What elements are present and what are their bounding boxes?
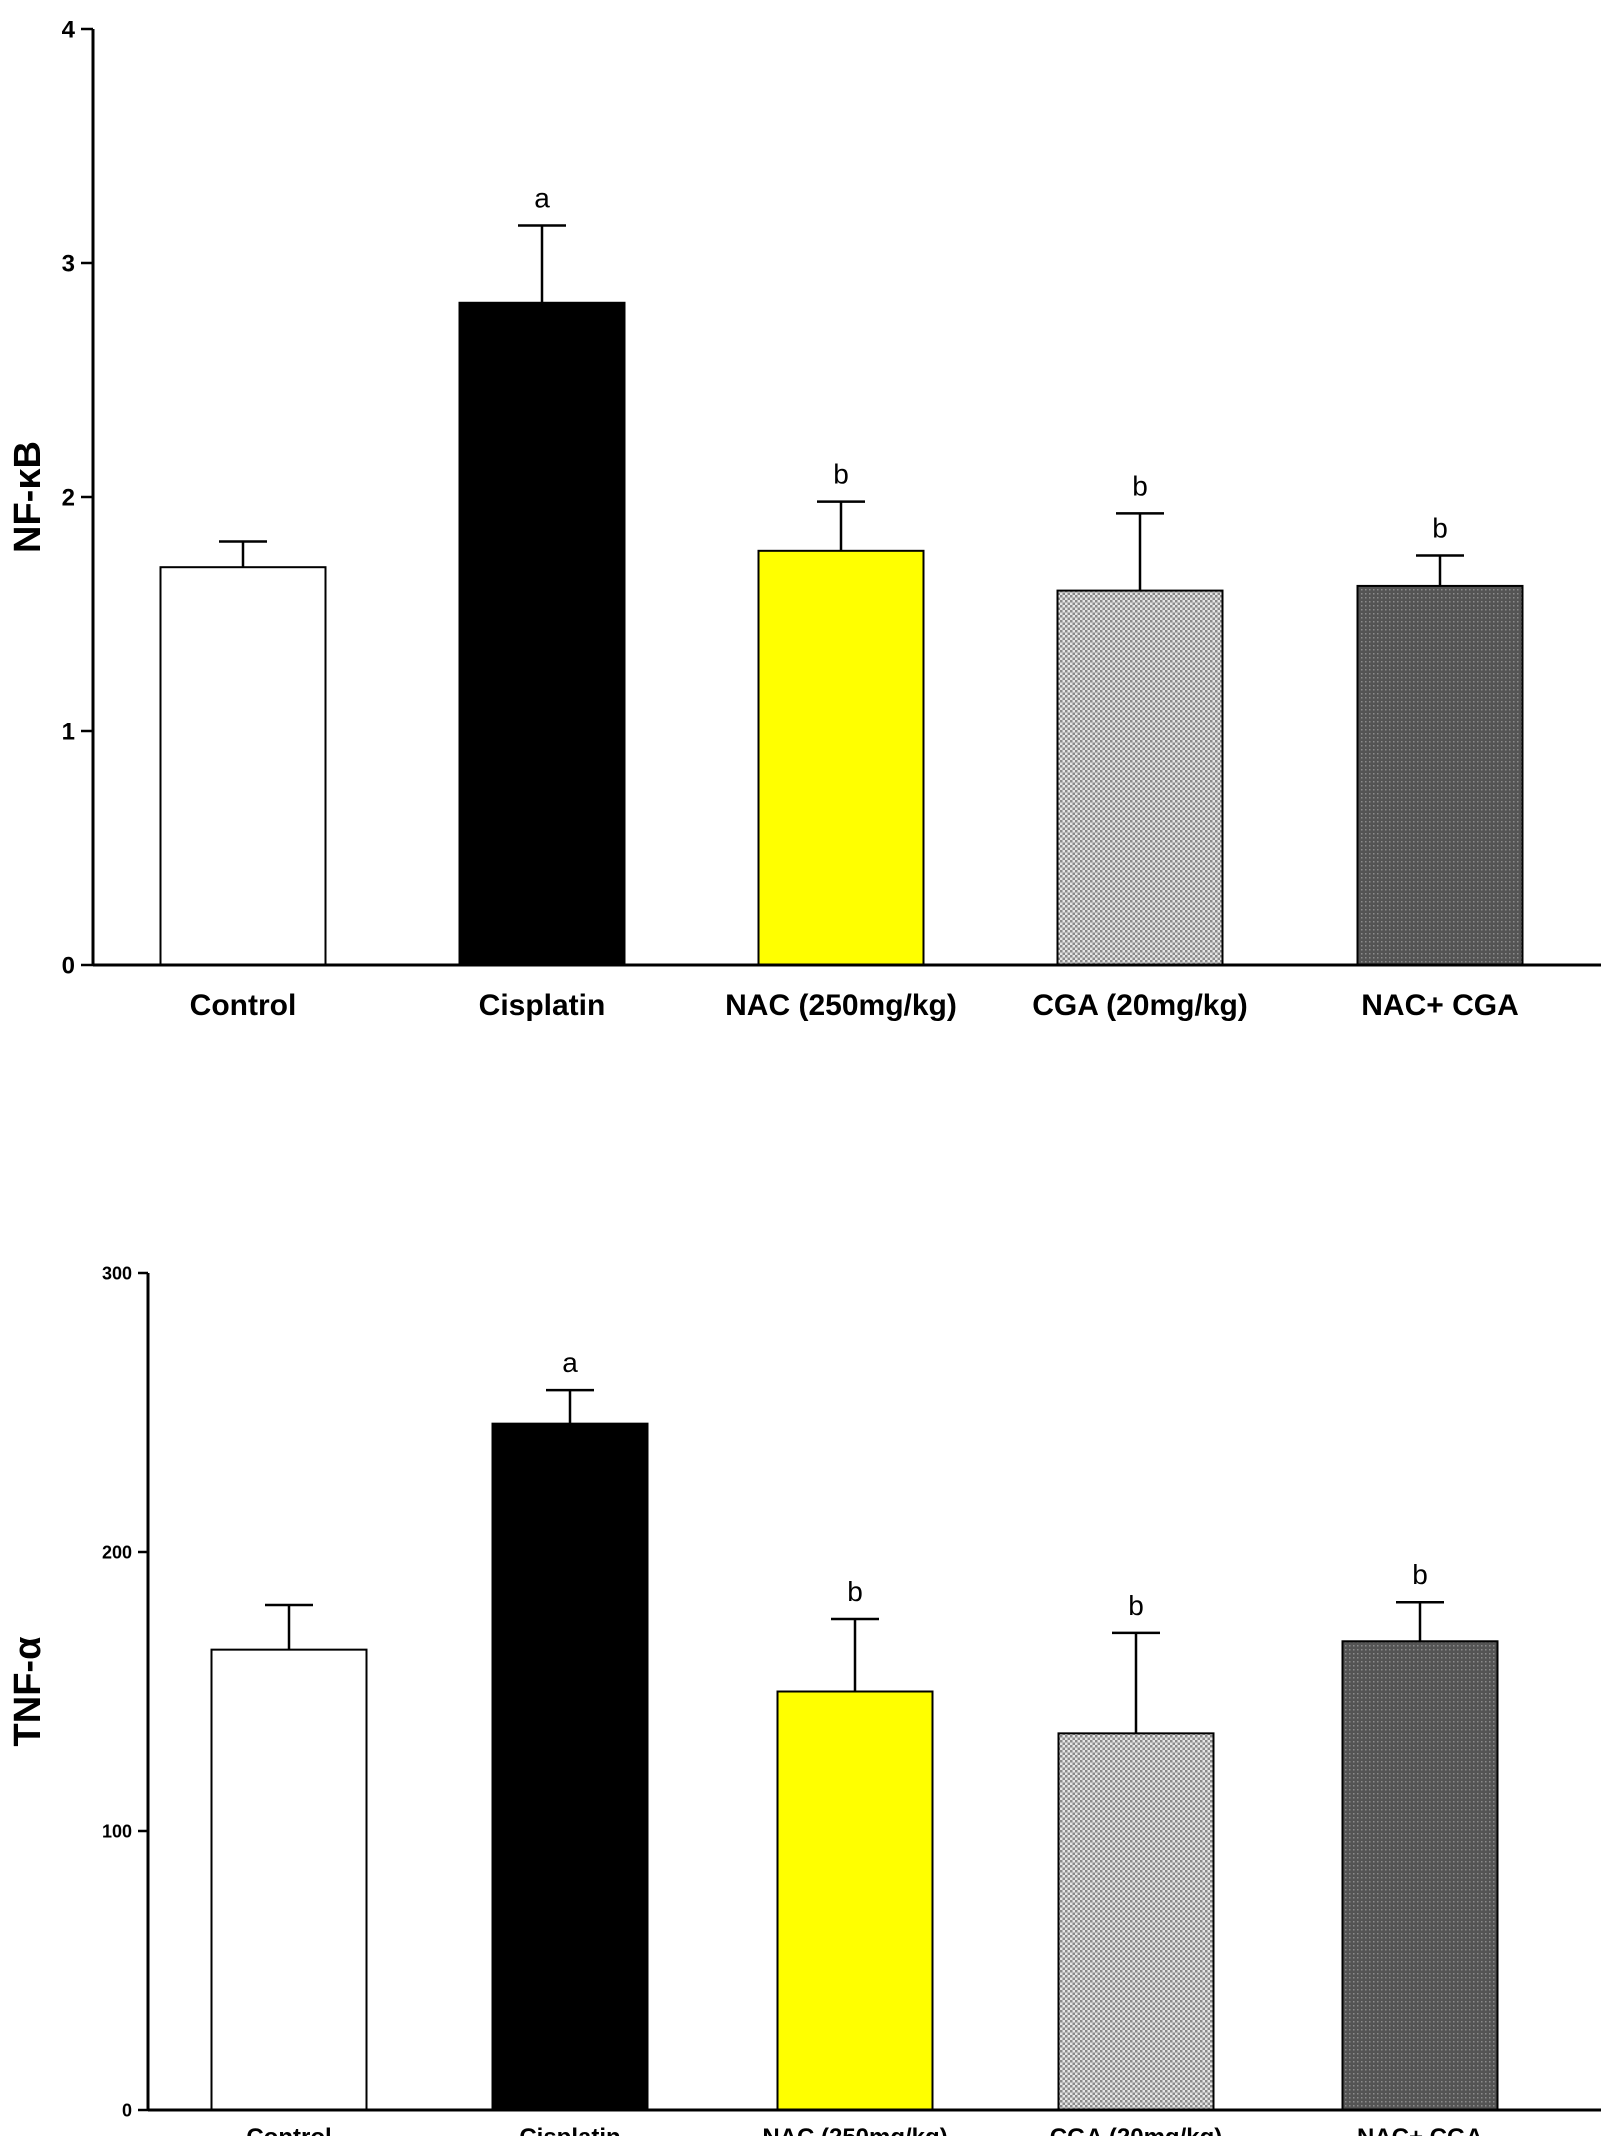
bar <box>210 1648 368 2112</box>
bar <box>1341 1640 1499 2112</box>
y-tick-label: 2 <box>62 484 75 511</box>
y-tick-label: 4 <box>62 16 76 43</box>
y-tick-label: 1 <box>62 718 75 745</box>
tnf-alpha-chart: TNF-α 0 100 200 300 Control a Cisplatin b NAC (25… <box>7 1263 1601 2136</box>
category-label: Control <box>190 989 297 1022</box>
category-label: NAC+ CGA <box>1361 989 1519 1022</box>
category-label: Cisplatin <box>479 989 606 1022</box>
significance-label: b <box>1412 1559 1428 1590</box>
y-tick-label: 3 <box>62 250 75 277</box>
category-label: CGA (20mg/kg) <box>1032 989 1248 1022</box>
bar <box>757 549 925 966</box>
bar <box>458 301 626 966</box>
significance-label: b <box>847 1576 863 1607</box>
bar <box>1057 1732 1215 2111</box>
bar <box>159 566 327 966</box>
significance-label: a <box>562 1347 578 1378</box>
y-tick-label: 300 <box>102 1263 132 1283</box>
significance-label: a <box>534 183 550 214</box>
nfkb-chart: NF-κB 0 1 2 3 4 Control a Cisplatin b NAC (250mg/k… <box>7 16 1601 1022</box>
y-tick-label: 0 <box>122 2100 132 2120</box>
y-axis-label: TNF-α <box>7 1637 49 1747</box>
y-tick-label: 0 <box>62 952 75 979</box>
bar <box>776 1690 934 2111</box>
significance-label: b <box>1128 1590 1144 1621</box>
significance-label: b <box>1132 470 1148 501</box>
significance-label: b <box>833 459 849 490</box>
y-tick-label: 200 <box>102 1542 132 1562</box>
y-axis-label: NF-κB <box>7 441 49 553</box>
bar <box>1056 589 1224 966</box>
category-label: Control <box>246 2124 331 2136</box>
bar <box>491 1422 649 2112</box>
category-label: NAC+ CGA <box>1357 2124 1483 2136</box>
bar <box>1356 584 1524 966</box>
category-label: NAC (250mg/kg) <box>762 2124 947 2136</box>
category-label: Cisplatin <box>519 2124 620 2136</box>
y-tick-label: 100 <box>102 1821 132 1841</box>
category-label: NAC (250mg/kg) <box>725 989 957 1022</box>
significance-label: b <box>1432 513 1448 544</box>
category-label: CGA (20mg/kg) <box>1050 2124 1222 2136</box>
